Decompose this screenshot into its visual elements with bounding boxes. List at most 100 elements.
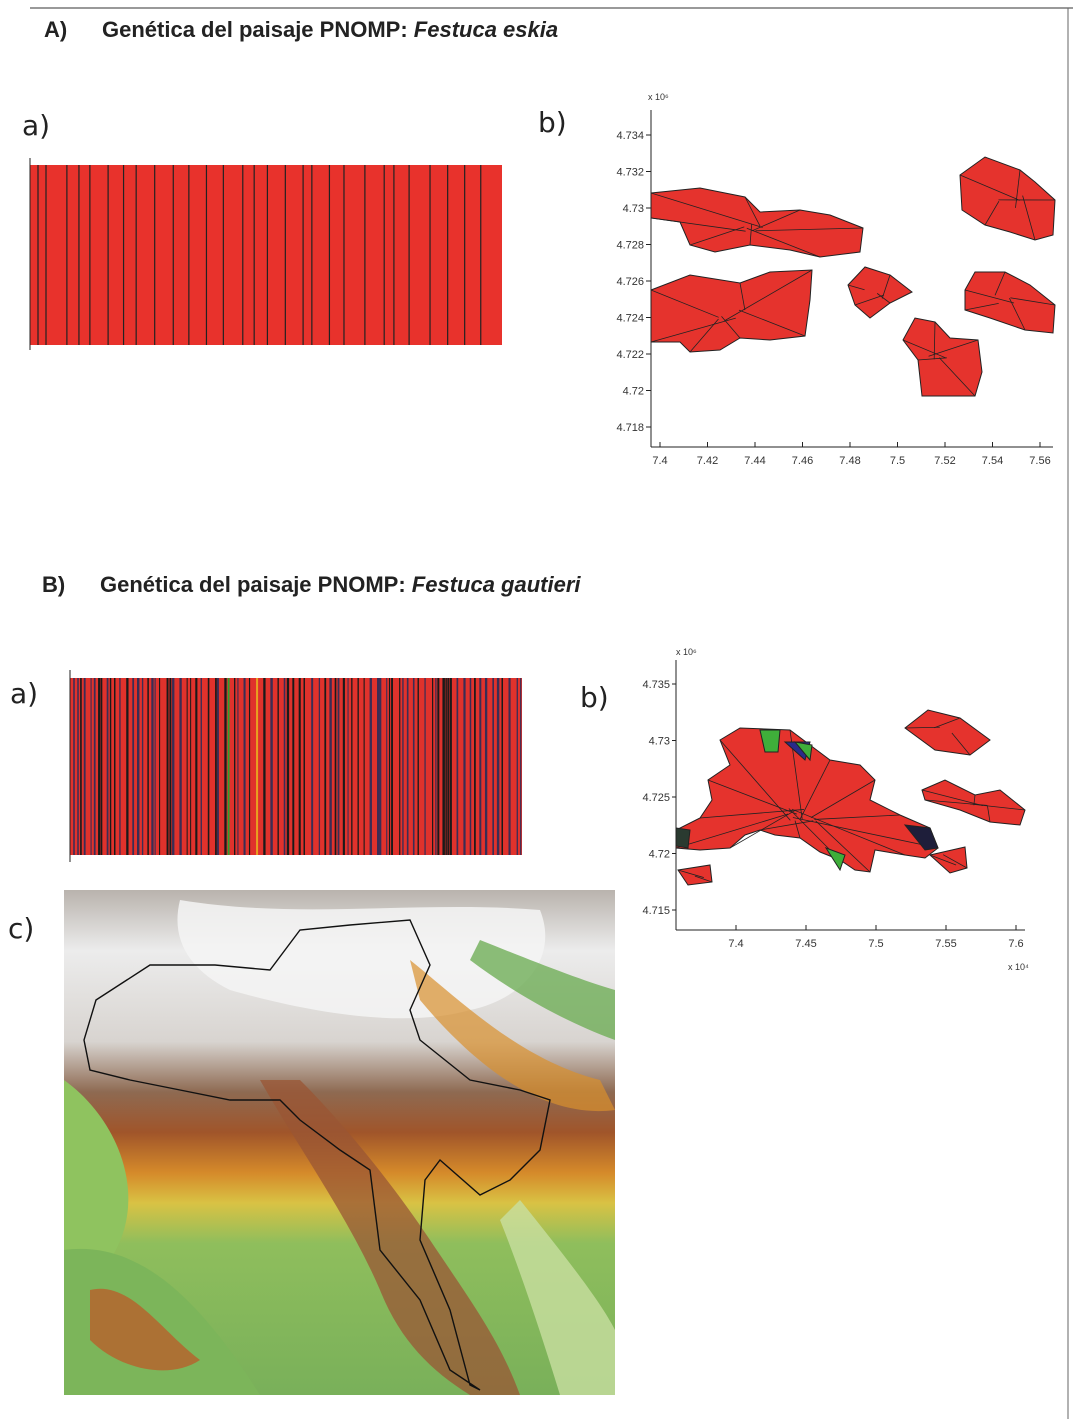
cell-edge xyxy=(791,808,906,856)
cell-edge xyxy=(755,227,864,232)
tessellation xyxy=(675,709,1026,886)
cell-edge xyxy=(724,269,813,322)
cell-edge xyxy=(924,799,988,806)
x-tick-label: 7.46 xyxy=(792,455,813,467)
y-tick-label: 4.73 xyxy=(623,203,644,215)
cell-edge xyxy=(675,813,789,849)
cell-edge xyxy=(917,357,947,361)
cell-region xyxy=(959,156,1056,241)
cell-region xyxy=(902,317,983,397)
cell-edge xyxy=(847,284,865,291)
panel-label: c) xyxy=(8,912,34,945)
cell-edge xyxy=(650,217,746,232)
x-tick-label: 7.5 xyxy=(868,938,883,950)
cell-edge xyxy=(942,854,968,869)
cell-region xyxy=(650,187,864,258)
cell-edge xyxy=(876,293,891,304)
park-boundary xyxy=(83,919,551,1391)
map-zone xyxy=(90,1288,200,1371)
x-tick-label: 7.42 xyxy=(697,455,718,467)
y-tick-label: 4.726 xyxy=(616,276,644,288)
cell-edge xyxy=(964,302,999,311)
x-tick-label: 7.56 xyxy=(1029,455,1050,467)
panel-label: a) xyxy=(22,109,50,142)
x-tick-label: 7.6 xyxy=(1008,938,1023,950)
y-tick-label: 4.735 xyxy=(642,679,670,691)
y-tick-label: 4.72 xyxy=(623,386,644,398)
map-zone xyxy=(470,940,615,1040)
x-tick-label: 7.4 xyxy=(728,938,743,950)
x-tick-label: 7.54 xyxy=(982,455,1003,467)
x-tick-label: 7.48 xyxy=(839,455,860,467)
x-tick-label: 7.52 xyxy=(934,455,955,467)
cell-edge xyxy=(994,271,1006,296)
cell-edge xyxy=(938,357,976,397)
cell-edge xyxy=(1010,297,1056,306)
relief-map xyxy=(64,890,615,1395)
cell-region xyxy=(904,709,991,756)
cell-edge xyxy=(694,875,713,883)
x-tick-label: 7.4 xyxy=(652,455,667,467)
cell-edge xyxy=(721,316,741,339)
cell-edge xyxy=(973,794,976,806)
cell-edge xyxy=(921,789,983,807)
cell-region xyxy=(928,846,968,874)
species: Festuca gautieri xyxy=(412,572,582,597)
cell-edge xyxy=(1009,298,1026,331)
map-zone xyxy=(177,900,546,1019)
cell-edge xyxy=(1015,169,1021,208)
cell-edge xyxy=(729,809,796,849)
cell-edge xyxy=(929,854,957,866)
x-tick-label: 7.5 xyxy=(890,455,905,467)
tessellation xyxy=(650,156,1056,397)
cell-edge xyxy=(984,200,1000,226)
section-title: Genética del paisaje PNOMP: Festuca gaut… xyxy=(100,572,581,597)
y-tick-label: 4.72 xyxy=(649,849,670,861)
cell-edge xyxy=(759,820,814,831)
map-zone xyxy=(260,1080,520,1395)
species: Festuca eskia xyxy=(414,17,558,42)
axes: x 10⁶ 4.734 4.732 4.73 4.728 4.726 4.724 4.722… xyxy=(616,92,1053,467)
cell-edge xyxy=(751,209,801,232)
axes: x 10⁶ x 10⁴ 4.735 4.73 4.725 4.72 4.715 7.4 7.… xyxy=(642,647,1029,972)
cell-edge xyxy=(814,814,901,820)
cell-edge xyxy=(738,309,806,337)
cell-region xyxy=(824,847,846,872)
y-tick-label: 4.734 xyxy=(616,130,644,142)
cell-region xyxy=(793,741,813,762)
panel-label: b) xyxy=(538,106,567,139)
y-tick-label: 4.728 xyxy=(616,240,644,252)
y-tick-label: 4.732 xyxy=(616,167,644,179)
cell-edge xyxy=(964,289,1015,304)
cell-edge xyxy=(744,196,761,227)
map-zone xyxy=(64,1248,260,1395)
cell-edge xyxy=(854,294,885,306)
cell-edge xyxy=(707,779,798,815)
cell-edge xyxy=(749,224,753,246)
panel-label: a) xyxy=(10,677,38,710)
cell-edge xyxy=(933,321,936,360)
section-label: A) xyxy=(44,17,67,42)
cell-edge xyxy=(677,869,704,878)
cell-edge xyxy=(987,806,991,823)
axis-multiplier: x 10⁶ xyxy=(676,647,697,657)
plot-fill xyxy=(30,165,502,345)
cell-edge xyxy=(959,174,1020,201)
cell-edge xyxy=(934,717,961,729)
cell-edge xyxy=(1022,195,1036,241)
y-tick-label: 4.718 xyxy=(616,422,644,434)
title-text: Genética del paisaje PNOMP: xyxy=(100,572,406,597)
section-label: B) xyxy=(42,572,65,597)
structure-plot xyxy=(69,670,522,862)
cell-edge xyxy=(650,289,719,318)
y-tick-label: 4.725 xyxy=(642,792,670,804)
cell-edge xyxy=(904,726,940,729)
cell-edge xyxy=(799,759,831,820)
cell-region xyxy=(903,824,939,851)
axis-multiplier: x 10⁶ xyxy=(648,92,669,102)
cell-region xyxy=(675,827,691,849)
y-tick-label: 4.715 xyxy=(642,905,670,917)
cell-edge xyxy=(650,317,736,343)
cell-edge xyxy=(650,192,763,228)
